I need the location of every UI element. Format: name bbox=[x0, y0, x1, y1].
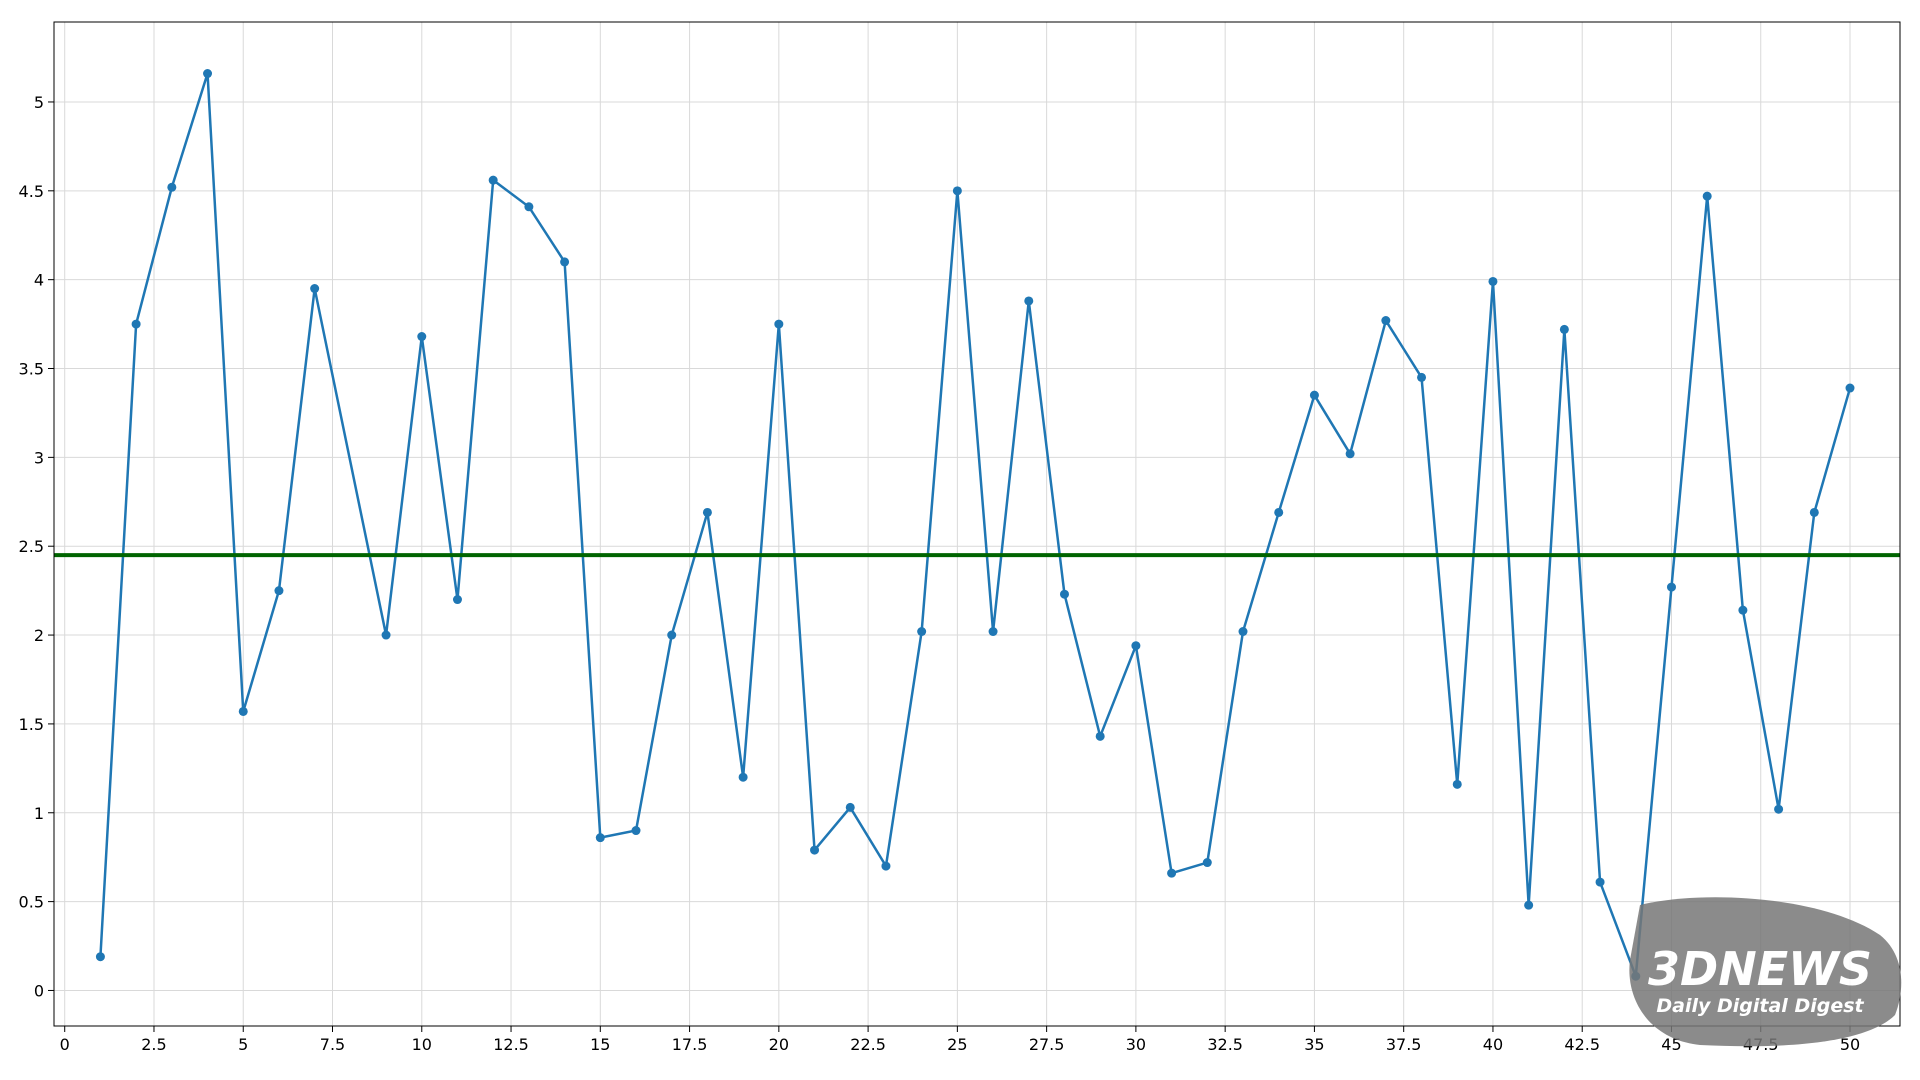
data-point bbox=[1095, 731, 1105, 741]
y-tick-label: 4 bbox=[34, 271, 44, 290]
data-point bbox=[595, 833, 605, 843]
data-point bbox=[1774, 804, 1784, 814]
y-tick-label: 2.5 bbox=[19, 537, 44, 556]
data-point bbox=[95, 952, 105, 962]
y-tick-label: 3 bbox=[34, 448, 44, 467]
x-tick-label: 7.5 bbox=[320, 1035, 345, 1054]
y-tick-label: 3.5 bbox=[19, 360, 44, 379]
x-tick-label: 37.5 bbox=[1386, 1035, 1422, 1054]
y-tick-label: 2 bbox=[34, 626, 44, 645]
data-point bbox=[488, 175, 498, 185]
data-point bbox=[631, 826, 641, 836]
plot-area bbox=[54, 69, 1900, 981]
watermark-logo: 3DNEWS bbox=[1648, 942, 1872, 996]
x-tick-label: 17.5 bbox=[672, 1035, 708, 1054]
data-point bbox=[988, 627, 998, 637]
grid bbox=[54, 22, 1900, 1026]
data-point bbox=[1452, 779, 1462, 789]
y-tick-label: 4.5 bbox=[19, 182, 44, 201]
x-tick-label: 27.5 bbox=[1029, 1035, 1065, 1054]
data-point bbox=[1666, 582, 1676, 592]
watermark: 3DNEWS Daily Digital Digest bbox=[1629, 897, 1902, 1047]
data-point bbox=[1381, 316, 1391, 326]
x-tick-label: 40 bbox=[1483, 1035, 1503, 1054]
data-point bbox=[952, 186, 962, 196]
plot-frame bbox=[53, 21, 1901, 1027]
x-tick-label: 30 bbox=[1126, 1035, 1146, 1054]
data-point bbox=[1345, 449, 1355, 459]
data-point bbox=[1131, 641, 1141, 651]
watermark-tagline: Daily Digital Digest bbox=[1656, 995, 1864, 1017]
data-point bbox=[274, 586, 284, 596]
x-tick-label: 2.5 bbox=[141, 1035, 166, 1054]
data-point bbox=[738, 772, 748, 782]
data-point bbox=[1059, 589, 1069, 599]
data-point bbox=[381, 630, 391, 640]
y-tick-label: 1.5 bbox=[19, 715, 44, 734]
data-point bbox=[238, 706, 248, 716]
data-point bbox=[203, 69, 213, 79]
data-point bbox=[131, 319, 141, 329]
x-tick-label: 22.5 bbox=[850, 1035, 886, 1054]
x-tick-label: 20 bbox=[769, 1035, 789, 1054]
data-point bbox=[1202, 858, 1212, 868]
data-point bbox=[1595, 877, 1605, 887]
y-tick-label: 0 bbox=[34, 981, 44, 1000]
data-point bbox=[524, 202, 534, 212]
data-point bbox=[1488, 276, 1498, 286]
data-point bbox=[702, 507, 712, 517]
data-point bbox=[774, 319, 784, 329]
data-point bbox=[881, 861, 891, 871]
data-point bbox=[1024, 296, 1034, 306]
data-point bbox=[1845, 383, 1855, 393]
y-tick-label: 0.5 bbox=[19, 893, 44, 912]
data-point bbox=[1524, 900, 1534, 910]
data-point bbox=[1167, 868, 1177, 878]
x-tick-label: 0 bbox=[60, 1035, 70, 1054]
x-tick-label: 5 bbox=[238, 1035, 248, 1054]
data-point bbox=[1702, 191, 1712, 201]
watermark-brush bbox=[1629, 897, 1902, 1047]
x-tick-label: 32.5 bbox=[1207, 1035, 1243, 1054]
data-point bbox=[417, 332, 427, 342]
x-tick-label: 10 bbox=[412, 1035, 432, 1054]
data-point bbox=[167, 182, 177, 192]
y-tick-label: 5 bbox=[34, 93, 44, 112]
x-tick-label: 50 bbox=[1840, 1035, 1860, 1054]
data-point bbox=[1274, 507, 1284, 517]
y-tick-label: 1 bbox=[34, 804, 44, 823]
x-tick-label: 35 bbox=[1304, 1035, 1324, 1054]
data-point bbox=[917, 627, 927, 637]
data-point bbox=[1738, 605, 1748, 615]
series-line bbox=[99, 73, 1852, 977]
data-point bbox=[1559, 324, 1569, 334]
data-point bbox=[845, 802, 855, 812]
x-tick-label: 45 bbox=[1661, 1035, 1681, 1054]
x-tick-label: 12.5 bbox=[493, 1035, 529, 1054]
data-point bbox=[1309, 390, 1319, 400]
data-point bbox=[667, 630, 677, 640]
data-point bbox=[1809, 507, 1819, 517]
x-tick-label: 42.5 bbox=[1564, 1035, 1600, 1054]
x-tick-label: 25 bbox=[947, 1035, 967, 1054]
data-point bbox=[1417, 372, 1427, 382]
data-point bbox=[560, 257, 570, 267]
data-point bbox=[452, 595, 462, 605]
x-tick-label: 15 bbox=[590, 1035, 610, 1054]
data-point bbox=[310, 284, 320, 294]
data-point bbox=[810, 845, 820, 855]
data-point bbox=[1238, 627, 1248, 637]
